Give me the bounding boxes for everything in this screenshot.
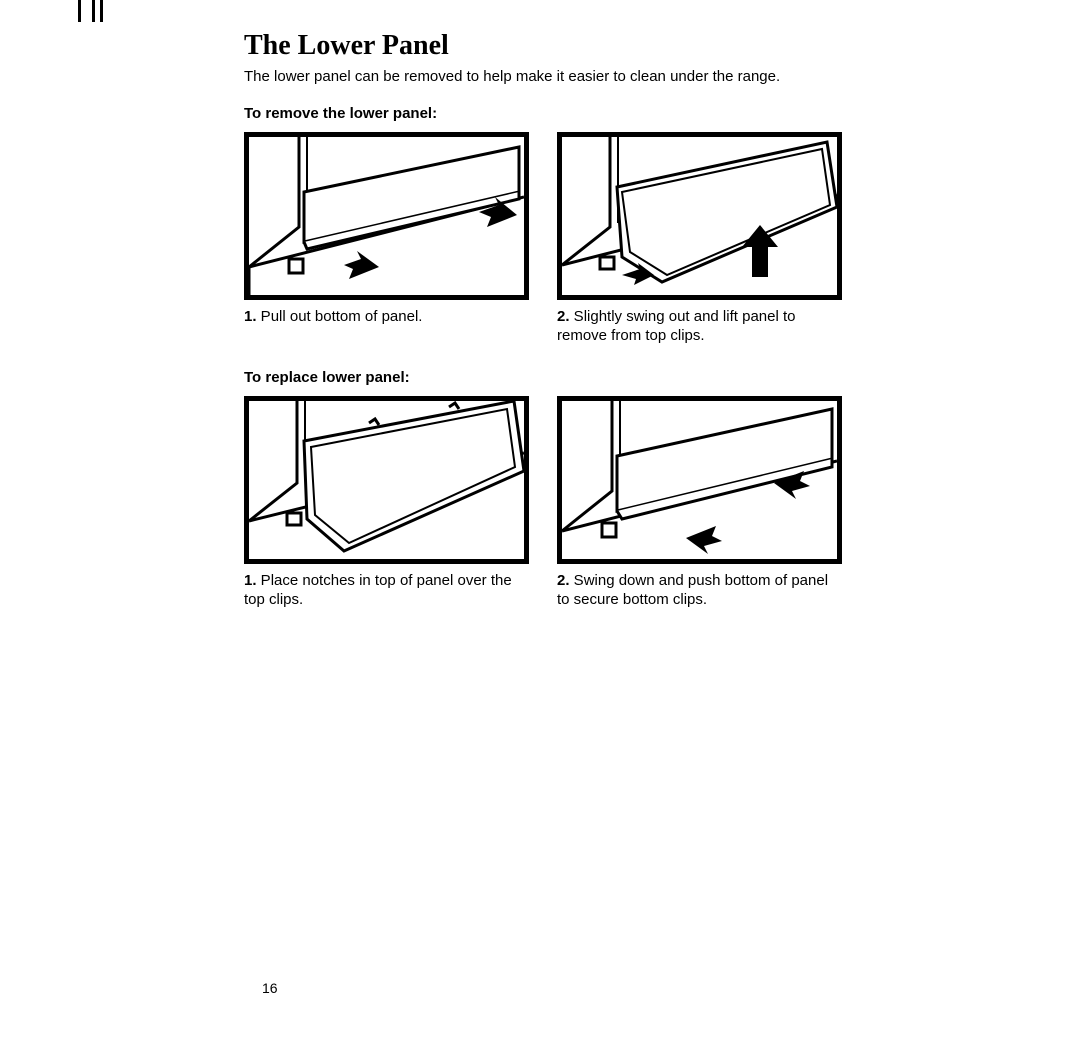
page-title: The Lower Panel	[244, 30, 849, 62]
step-text: Slightly swing out and lift panel to rem…	[557, 308, 795, 344]
replace-caption-1: 1. Place notches in top of panel over th…	[244, 572, 529, 610]
step-text: Pull out bottom of panel.	[257, 308, 423, 325]
intro-text: The lower panel can be removed to help m…	[244, 68, 849, 87]
step-text: Swing down and push bottom of panel to s…	[557, 572, 828, 608]
step-text: Place notches in top of panel over the t…	[244, 572, 512, 608]
remove-col-2: 2. Slightly swing out and lift panel to …	[557, 132, 842, 346]
remove-heading: To remove the lower panel:	[244, 105, 849, 122]
replace-figure-1	[244, 396, 529, 564]
remove-caption-2: 2. Slightly swing out and lift panel to …	[557, 308, 842, 346]
step-number: 2.	[557, 572, 570, 589]
page-content: The Lower Panel The lower panel can be r…	[244, 30, 849, 634]
replace-col-2: 2. Swing down and push bottom of panel t…	[557, 396, 842, 610]
step-number: 1.	[244, 308, 257, 325]
step-number: 1.	[244, 572, 257, 589]
binder-marks	[78, 0, 108, 30]
replace-figure-2	[557, 396, 842, 564]
remove-figure-2	[557, 132, 842, 300]
page-number: 16	[262, 980, 278, 996]
remove-col-1: 1. Pull out bottom of panel.	[244, 132, 529, 346]
replace-caption-2: 2. Swing down and push bottom of panel t…	[557, 572, 842, 610]
remove-row: 1. Pull out bottom of panel. 2. Slightly…	[244, 132, 849, 346]
replace-heading: To replace lower panel:	[244, 369, 849, 386]
replace-row: 1. Place notches in top of panel over th…	[244, 396, 849, 610]
replace-col-1: 1. Place notches in top of panel over th…	[244, 396, 529, 610]
step-number: 2.	[557, 308, 570, 325]
remove-figure-1	[244, 132, 529, 300]
remove-caption-1: 1. Pull out bottom of panel.	[244, 308, 529, 327]
